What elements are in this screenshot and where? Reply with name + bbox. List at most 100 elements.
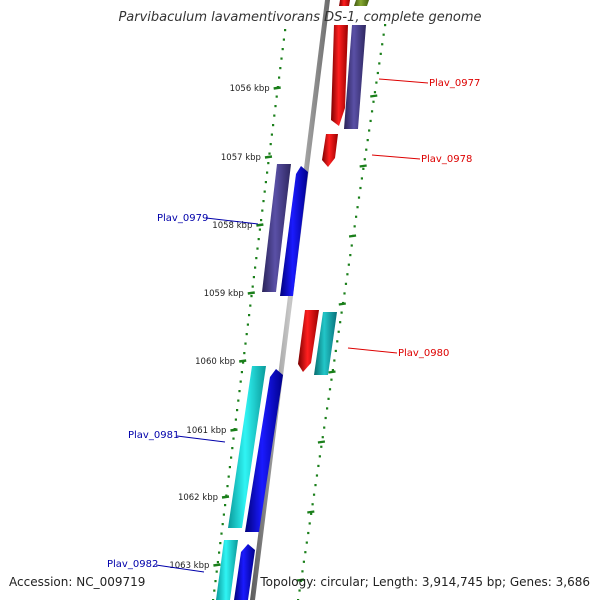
gene-bar-teal-0980[interactable] xyxy=(314,312,337,375)
leader-0982 xyxy=(155,564,205,573)
gene-bar-red-top[interactable] xyxy=(331,25,348,126)
gene-label-0982[interactable]: Plav_0982 xyxy=(107,559,158,570)
guide-dot xyxy=(347,263,350,266)
kbp-tick-mark xyxy=(247,291,255,295)
guide-dot xyxy=(272,124,275,127)
guide-dot xyxy=(360,177,363,180)
guide-dot xyxy=(222,513,225,516)
guide-dot xyxy=(260,219,263,222)
grid-dash xyxy=(307,510,315,514)
guide-dot xyxy=(330,378,333,381)
guide-dot xyxy=(312,493,316,496)
guide-dot xyxy=(302,560,305,563)
guide-dot xyxy=(337,330,340,333)
guide-dot xyxy=(269,143,272,146)
kbp-tick-label: 1060 kbp xyxy=(195,357,235,367)
guide-dot xyxy=(278,76,281,79)
page-title: Parvibaculum lavamentivorans DS-1, compl… xyxy=(118,10,482,25)
guide-dot xyxy=(219,542,222,545)
guide-dot xyxy=(274,105,277,108)
leader-0980 xyxy=(347,347,398,354)
guide-dot xyxy=(221,523,224,526)
gene-bar-blue-0982[interactable] xyxy=(234,544,255,600)
gene-bar-cyan-0981[interactable] xyxy=(228,366,266,528)
guide-dot xyxy=(327,397,330,400)
guide-dot xyxy=(224,504,227,507)
guide-dot xyxy=(250,295,253,298)
gene-bar-red-edge[interactable] xyxy=(339,0,350,6)
gene-label-0977[interactable]: Plav_0977 xyxy=(429,78,480,89)
guide-dot xyxy=(298,589,301,592)
guide-dot xyxy=(370,110,374,113)
leader-0979 xyxy=(205,217,259,225)
grid-dash xyxy=(328,370,336,374)
kbp-tick-mark xyxy=(256,223,264,227)
guide-dot xyxy=(240,371,243,374)
guide-dot xyxy=(266,171,269,174)
guide-dot xyxy=(267,162,270,165)
grid-dash xyxy=(338,302,346,306)
guide-dot xyxy=(256,247,259,250)
guide-dot xyxy=(238,390,241,393)
gene-label-0980[interactable]: Plav_0980 xyxy=(398,348,449,359)
gene-label-0978[interactable]: Plav_0978 xyxy=(421,154,472,165)
guide-dot xyxy=(273,114,276,117)
gene-bar-olive-top[interactable] xyxy=(354,0,369,6)
gene-bar-red-0978[interactable] xyxy=(322,134,338,167)
guide-dot xyxy=(213,589,216,592)
gene-bar-red-0980[interactable] xyxy=(298,310,319,372)
gene-label-0979[interactable]: Plav_0979 xyxy=(157,213,208,224)
gene-label-0981[interactable]: Plav_0981 xyxy=(128,430,179,441)
guide-dot xyxy=(372,100,375,103)
kbp-tick-mark xyxy=(221,495,230,499)
guide-dot xyxy=(279,67,282,70)
guide-dot xyxy=(308,522,311,525)
guide-dot xyxy=(243,352,246,355)
kbp-tick-mark xyxy=(264,155,273,159)
guide-dot xyxy=(349,254,352,257)
guide-dot xyxy=(245,333,248,336)
leader-0981 xyxy=(176,435,226,443)
guide-dot xyxy=(252,276,255,279)
gene-bar-slate-top[interactable] xyxy=(344,25,366,129)
guide-dot xyxy=(251,285,254,288)
guide-dot xyxy=(369,119,372,123)
guide-dot xyxy=(321,436,324,439)
guide-dot xyxy=(382,33,385,36)
kbp-tick-label: 1063 kbp xyxy=(169,561,209,571)
kbp-tick-label: 1058 kbp xyxy=(212,221,252,231)
guide-dot xyxy=(323,426,326,429)
gene-bar-cyan-0982[interactable] xyxy=(216,540,238,600)
guide-dot xyxy=(343,292,346,295)
guide-dot xyxy=(339,321,342,324)
gene-bar-blue-0979[interactable] xyxy=(280,166,308,296)
guide-dot xyxy=(234,418,237,421)
guide-dot xyxy=(282,38,285,41)
guide-dot xyxy=(263,190,266,193)
guide-dot xyxy=(215,570,218,573)
guide-dot xyxy=(357,196,361,199)
guide-dot xyxy=(270,133,273,136)
kbp-tick-mark xyxy=(230,428,238,432)
guide-dot xyxy=(314,484,317,487)
guide-dot xyxy=(280,57,283,60)
gene-bar-blue-0981[interactable] xyxy=(245,369,283,532)
guide-dot xyxy=(226,485,229,488)
guide-dot xyxy=(381,43,384,46)
guide-dot xyxy=(230,456,233,459)
guide-dot xyxy=(336,340,339,343)
guide-dot xyxy=(301,570,304,573)
guide-dot xyxy=(318,455,321,458)
guide-dot xyxy=(242,361,245,364)
grid-dash xyxy=(317,440,326,444)
guide-dot xyxy=(365,148,368,151)
guide-dot xyxy=(353,225,356,228)
guide-dot xyxy=(268,152,271,155)
guide-dot xyxy=(363,158,366,161)
grid-dash xyxy=(370,94,378,98)
gene-bar-slate-0979[interactable] xyxy=(262,164,291,292)
guide-dot xyxy=(264,181,267,184)
grid-dash xyxy=(348,234,357,238)
guide-dot xyxy=(311,503,314,506)
